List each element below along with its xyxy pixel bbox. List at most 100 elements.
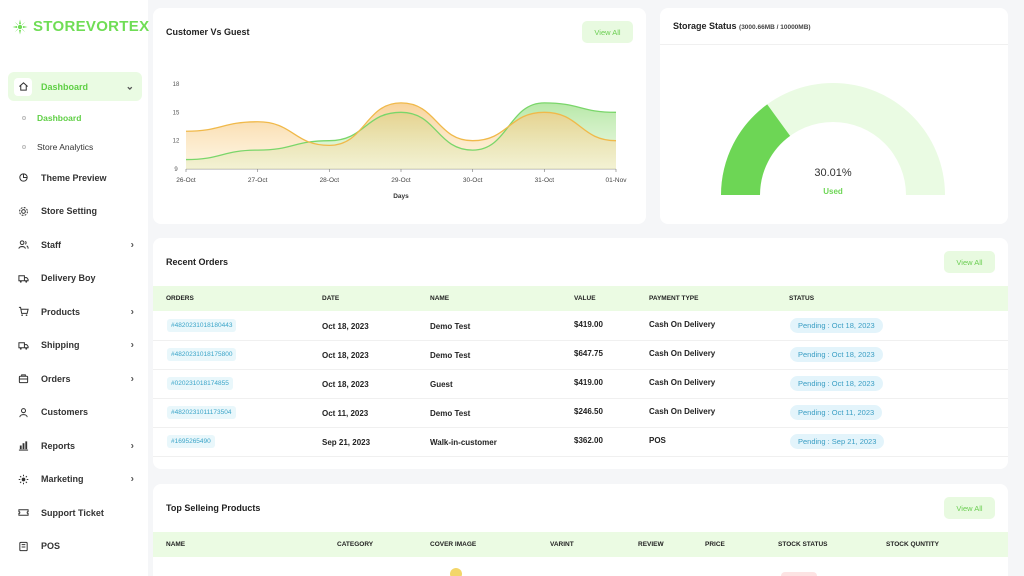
- order-payment: Cash On Delivery: [649, 320, 716, 329]
- order-date: Oct 11, 2023: [322, 409, 369, 418]
- order-payment: Cash On Delivery: [649, 349, 716, 358]
- order-id-link[interactable]: #4820231011173504: [167, 406, 236, 419]
- sidebar-menu: Dashboard ⌄ Dashboard Store Analytics Th…: [8, 72, 142, 563]
- sidebar-item-label: Theme Preview: [41, 172, 107, 183]
- status-badge: Pending : Oct 11, 2023: [790, 405, 883, 420]
- sidebar-item-label: Dashboard: [41, 81, 89, 92]
- order-value: $419.00: [574, 378, 603, 387]
- order-payment: Cash On Delivery: [649, 407, 716, 416]
- order-id-link[interactable]: #1695265490: [167, 435, 215, 448]
- chevron-right-icon: ›: [130, 473, 134, 485]
- ticket-icon: [14, 504, 32, 522]
- x-tick-label: 28-Oct: [320, 177, 340, 184]
- shipping-icon: [14, 336, 32, 354]
- column-header: NAME: [166, 541, 186, 548]
- x-tick-label: 26-Oct: [176, 177, 196, 184]
- chevron-right-icon: ›: [130, 339, 134, 351]
- order-id-link[interactable]: #020231018174855: [167, 377, 233, 390]
- sidebar-item-pos[interactable]: POS: [8, 530, 142, 564]
- x-tick-label: 30-Oct: [463, 177, 483, 184]
- sidebar-item-orders[interactable]: Orders ›: [8, 362, 142, 396]
- x-tick-label: 29-Oct: [391, 177, 411, 184]
- status-badge: Pending : Oct 18, 2023: [790, 318, 883, 333]
- pos-icon: [14, 537, 32, 555]
- view-all-button[interactable]: View All: [582, 21, 633, 43]
- sidebar-item-label: POS: [41, 541, 61, 552]
- column-header: VARINT: [550, 541, 574, 548]
- gauge-track: [721, 83, 945, 195]
- submenu-item-store-analytics[interactable]: Store Analytics: [8, 132, 142, 161]
- marketing-icon: [14, 470, 32, 488]
- order-date: Oct 18, 2023: [322, 380, 369, 389]
- users-icon: [14, 236, 32, 254]
- card-title: Storage Status: [673, 21, 737, 31]
- table-row[interactable]: #020231018174855 Oct 18, 2023 Guest $419.00…: [153, 370, 1008, 399]
- series-line-0: [185, 102, 617, 147]
- table-row[interactable]: #4820231018180443 Oct 18, 2023 Demo Test $4…: [153, 312, 1008, 341]
- sidebar-item-marketing[interactable]: Marketing ›: [8, 463, 142, 497]
- column-header: ORDERS: [166, 295, 194, 302]
- sidebar-item-label: Customers: [41, 407, 89, 418]
- sidebar-item-shipping[interactable]: Shipping ›: [8, 329, 142, 363]
- x-tick-label: 31-Oct: [535, 177, 555, 184]
- top-products-card: Top Selleing Products View All NAME CATE…: [153, 484, 1008, 576]
- storage-header: Storage Status (3000.66MB / 10000MB): [673, 21, 811, 31]
- order-name: Walk-in-customer: [430, 438, 497, 447]
- column-header: DATE: [322, 295, 340, 302]
- card-title: Recent Orders: [166, 257, 229, 267]
- sidebar-item-store-setting[interactable]: Store Setting: [8, 195, 142, 229]
- submenu-item-label: Store Analytics: [37, 141, 94, 152]
- y-tick-label: 12: [173, 139, 180, 145]
- storage-status-card: Storage Status (3000.66MB / 10000MB) 30.…: [660, 8, 1008, 224]
- card-title: Customer Vs Guest: [166, 27, 250, 37]
- order-date: Oct 18, 2023: [322, 351, 369, 360]
- user-icon: [14, 403, 32, 421]
- table-row[interactable]: #4820231018175800 Oct 18, 2023 Demo Test $6…: [153, 341, 1008, 370]
- product-image-thumb: [450, 568, 462, 576]
- sidebar-item-customers[interactable]: Customers: [8, 396, 142, 430]
- order-name: Guest: [430, 380, 453, 389]
- status-badge: Pending : Oct 18, 2023: [790, 376, 883, 391]
- column-header: STOCK STATUS: [778, 541, 828, 548]
- series-line-1: [185, 102, 617, 161]
- sidebar-item-theme-preview[interactable]: Theme Preview: [8, 161, 142, 195]
- view-all-button[interactable]: View All: [944, 497, 995, 519]
- sidebar-item-support-ticket[interactable]: Support Ticket: [8, 496, 142, 530]
- logo[interactable]: STOREVORTEX: [12, 18, 149, 35]
- order-value: $647.75: [574, 349, 603, 358]
- chevron-right-icon: ›: [130, 440, 134, 452]
- home-icon: [14, 77, 32, 96]
- order-id-link[interactable]: #4820231018175800: [167, 348, 237, 361]
- card-title: Top Selleing Products: [166, 503, 261, 513]
- order-date: Oct 18, 2023: [322, 322, 369, 331]
- order-value: $246.50: [574, 407, 603, 416]
- sidebar-item-label: Store Setting: [41, 206, 98, 217]
- column-header: CATEGORY: [337, 541, 374, 548]
- submenu-item-dashboard[interactable]: Dashboard: [8, 103, 142, 132]
- storage-used-label: Used: [823, 187, 843, 196]
- chevron-down-icon: ⌄: [125, 81, 134, 92]
- gear-icon: [14, 202, 32, 220]
- column-header: PAYMENT TYPE: [649, 295, 699, 302]
- status-badge: Pending : Oct 18, 2023: [790, 347, 883, 362]
- sidebar-item-delivery-boy[interactable]: Delivery Boy: [8, 262, 142, 296]
- sidebar-item-products[interactable]: Products ›: [8, 295, 142, 329]
- order-name: Demo Test: [430, 351, 471, 360]
- sidebar-item-staff[interactable]: Staff ›: [8, 228, 142, 262]
- truck-icon: [14, 269, 32, 287]
- submenu-item-label: Dashboard: [37, 112, 82, 123]
- table-row[interactable]: #4820231011173504 Oct 11, 2023 Demo Test $2…: [153, 399, 1008, 428]
- view-all-button[interactable]: View All: [944, 251, 995, 273]
- column-header: REVIEW: [638, 541, 664, 548]
- order-id-link[interactable]: #4820231018180443: [167, 319, 237, 332]
- table-row[interactable]: #1695265490 Sep 21, 2023 Walk-in-customer $…: [153, 428, 1008, 457]
- y-tick-label: 15: [173, 110, 180, 116]
- column-header: STATUS: [789, 295, 815, 302]
- sidebar-item-dashboard[interactable]: Dashboard ⌄: [8, 72, 142, 101]
- cart-icon: [14, 303, 32, 321]
- storage-percent: 30.01%: [814, 167, 852, 179]
- sidebar-item-reports[interactable]: Reports ›: [8, 429, 142, 463]
- customer-vs-guest-card: Customer Vs Guest View All 9 12 15 18 26-Oct…: [153, 8, 646, 224]
- chevron-right-icon: ›: [130, 373, 134, 385]
- table-header: NAME CATEGORY COVER IMAGE VARINT REVIEW …: [153, 532, 1008, 557]
